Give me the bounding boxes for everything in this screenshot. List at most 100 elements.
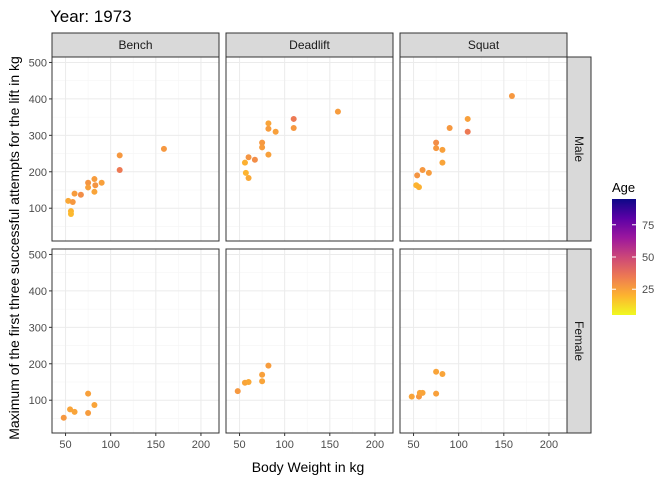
data-point (160, 145, 167, 152)
data-point (439, 159, 446, 166)
panel-bench-female: 100 200 300 400 500 50 100 150 200 (29, 248, 220, 451)
data-point (334, 108, 341, 115)
data-point (433, 145, 440, 152)
data-point (259, 139, 266, 146)
data-point (419, 166, 426, 173)
data-point (91, 176, 98, 183)
data-point (265, 120, 272, 127)
x-tick-label: 150 (147, 439, 165, 451)
data-point (242, 169, 249, 176)
chart-title: Year: 1973 (50, 7, 132, 26)
x-axis-title: Body Weight in kg (252, 459, 365, 475)
strip-deadlift (225, 32, 394, 58)
data-point (290, 115, 297, 122)
y-tick-label: 100 (29, 203, 47, 215)
data-point (245, 378, 252, 385)
data-point (464, 115, 471, 122)
y-tick-label: 500 (29, 249, 47, 261)
data-point (259, 378, 266, 385)
legend-title: Age (612, 180, 635, 195)
panel-border (225, 248, 394, 434)
data-point (439, 146, 446, 153)
data-point (408, 393, 415, 400)
data-point (265, 362, 272, 369)
data-point (251, 156, 258, 163)
y-tick-label: 400 (29, 286, 47, 298)
data-point (98, 179, 105, 186)
strip-squat (399, 32, 568, 58)
data-point (77, 191, 84, 198)
data-point (265, 125, 272, 132)
data-point (508, 92, 515, 99)
data-point (259, 144, 266, 151)
panels-layer: Bench 100 200 300 400 500 Deadlift Squat Male 100… (29, 32, 592, 451)
panel-background (400, 249, 567, 433)
data-point (272, 128, 279, 135)
data-point (60, 414, 67, 421)
data-point (290, 125, 297, 132)
x-tick-label: 100 (275, 439, 293, 451)
data-point (241, 159, 248, 166)
y-tick-label: 300 (29, 130, 47, 142)
data-point (71, 408, 78, 415)
data-point (85, 390, 92, 397)
x-tick-label: 200 (540, 439, 558, 451)
panel-background (226, 249, 393, 433)
panel-bench-male: Bench 100 200 300 400 500 (29, 32, 220, 242)
y-tick-label: 500 (29, 57, 47, 69)
data-point (419, 389, 426, 396)
data-point (67, 211, 74, 218)
data-point (85, 409, 92, 416)
data-point (85, 184, 92, 191)
x-tick-label: 100 (101, 439, 119, 451)
legend-tick-label: 25 (642, 284, 654, 296)
strip-bench (51, 32, 220, 58)
data-point (116, 152, 123, 159)
panel-deadlift-male: Deadlift (225, 32, 394, 242)
data-point (92, 182, 99, 189)
data-point (91, 401, 98, 408)
strip-female (566, 248, 592, 434)
data-point (425, 169, 432, 176)
data-point (433, 139, 440, 146)
panel-background (52, 57, 219, 241)
y-tick-label: 200 (29, 167, 47, 179)
panel-squat-female: Female 50 100 150 200 (399, 248, 592, 451)
legend-tick-label: 75 (642, 220, 654, 232)
data-point (234, 388, 241, 395)
x-tick-label: 150 (321, 439, 339, 451)
y-axis-title: Maximum of the first three successful at… (6, 56, 22, 440)
panel-deadlift-female: 50 100 150 200 (225, 248, 394, 451)
data-point (433, 368, 440, 375)
panel-border (51, 248, 220, 434)
data-point (433, 390, 440, 397)
data-point (71, 190, 78, 197)
strip-male (566, 56, 592, 242)
data-point (65, 197, 72, 204)
data-point (265, 151, 272, 158)
y-tick-label: 100 (29, 395, 47, 407)
y-tick-label: 400 (29, 94, 47, 106)
data-point (415, 184, 422, 191)
age-legend: Age 25 50 75 (612, 180, 654, 315)
data-point (69, 199, 76, 206)
strip-label-female: Female (572, 321, 586, 361)
x-tick-label: 50 (59, 439, 71, 451)
x-tick-label: 50 (407, 439, 419, 451)
x-tick-label: 200 (366, 439, 384, 451)
data-point (464, 128, 471, 135)
panel-background (52, 249, 219, 433)
x-tick-label: 200 (192, 439, 210, 451)
data-point (245, 154, 252, 161)
x-tick-label: 100 (449, 439, 467, 451)
data-point (414, 172, 421, 179)
data-point (259, 371, 266, 378)
strip-label-bench: Bench (118, 38, 152, 52)
data-point (67, 406, 74, 413)
data-point (245, 174, 252, 181)
panel-background (400, 57, 567, 241)
x-tick-label: 50 (233, 439, 245, 451)
panel-squat-male: Squat Male (399, 32, 592, 242)
x-tick-label: 150 (495, 439, 513, 451)
